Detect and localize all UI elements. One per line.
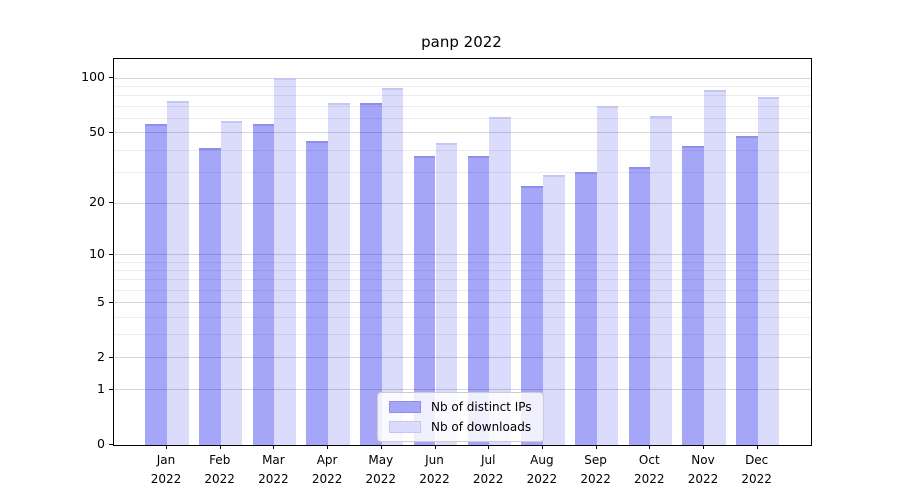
gridline-minor bbox=[114, 261, 811, 263]
y-tick-mark bbox=[109, 301, 113, 303]
chart-title: panp 2022 bbox=[421, 33, 502, 51]
bar-downloads-sep bbox=[596, 106, 619, 445]
legend-item-distinct-ips: Nb of distinct IPs bbox=[389, 400, 532, 414]
gridline-major bbox=[114, 132, 811, 134]
bar-distinct-ips-jun bbox=[413, 156, 436, 445]
x-tick-label-jan: Jan 2022 bbox=[150, 453, 182, 486]
legend-label-distinct-ips: Nb of distinct IPs bbox=[431, 400, 532, 414]
bar-distinct-ips-oct bbox=[628, 167, 651, 445]
bar-distinct-ips-dec bbox=[736, 135, 758, 445]
bar-distinct-ips-jan bbox=[145, 123, 167, 445]
x-tick-mark bbox=[219, 445, 221, 449]
gridline-major bbox=[114, 77, 811, 79]
bar-distinct-ips-may bbox=[360, 103, 382, 445]
y-tick-label-2: 2 bbox=[97, 348, 105, 364]
bar-downloads-aug bbox=[542, 174, 565, 445]
y-tick-label-10: 10 bbox=[89, 245, 105, 261]
bar-distinct-ips-sep bbox=[574, 172, 597, 445]
bar-distinct-ips-apr bbox=[306, 140, 329, 445]
x-tick-label-aug: Aug 2022 bbox=[526, 453, 558, 486]
x-tick-label-apr: Apr 2022 bbox=[311, 453, 343, 486]
plot-area: Nb of distinct IPs Nb of downloads bbox=[113, 58, 812, 446]
legend: Nb of distinct IPs Nb of downloads bbox=[377, 392, 544, 442]
bar-distinct-ips-aug bbox=[521, 186, 543, 445]
legend-item-downloads: Nb of downloads bbox=[389, 420, 532, 434]
y-tick-label-50: 50 bbox=[89, 123, 105, 139]
legend-swatch-downloads bbox=[389, 421, 421, 433]
bar-distinct-ips-jul bbox=[467, 156, 490, 445]
bar-distinct-ips-nov bbox=[682, 146, 704, 445]
gridline-minor bbox=[114, 149, 811, 151]
y-tick-label-0: 0 bbox=[97, 436, 105, 451]
x-tick-mark bbox=[756, 445, 758, 449]
y-tick-mark bbox=[109, 202, 113, 204]
bar-downloads-jun bbox=[435, 142, 458, 445]
bar-downloads-nov bbox=[704, 90, 726, 445]
bar-downloads-may bbox=[381, 87, 404, 445]
gridline-minor bbox=[114, 118, 811, 119]
legend-swatch-distinct-ips bbox=[389, 401, 421, 413]
bar-downloads-dec bbox=[757, 96, 780, 445]
bar-distinct-ips-mar bbox=[252, 123, 275, 445]
gridline-minor bbox=[114, 171, 811, 173]
x-tick-label-oct: Oct 2022 bbox=[634, 453, 665, 486]
gridline-minor bbox=[114, 279, 811, 281]
y-tick-label-20: 20 bbox=[89, 194, 105, 210]
x-tick-mark bbox=[380, 445, 382, 449]
x-tick-label-sep: Sep 2022 bbox=[580, 453, 611, 486]
gridline-major bbox=[114, 202, 811, 204]
gridline-minor bbox=[114, 95, 811, 97]
y-tick-mark bbox=[109, 77, 113, 79]
gridline-major bbox=[114, 389, 811, 391]
x-tick-mark bbox=[703, 445, 704, 449]
x-tick-label-jun: Jun 2022 bbox=[419, 453, 450, 486]
x-tick-mark bbox=[434, 445, 436, 449]
y-tick-mark bbox=[109, 444, 113, 445]
x-tick-label-feb: Feb 2022 bbox=[204, 453, 235, 486]
bar-downloads-apr bbox=[328, 103, 350, 445]
bar-downloads-jan bbox=[167, 101, 189, 445]
gridline-minor bbox=[114, 86, 811, 88]
x-tick-mark bbox=[166, 445, 167, 449]
y-tick-label-5: 5 bbox=[97, 293, 105, 309]
x-tick-mark bbox=[649, 445, 651, 449]
gridline-major bbox=[114, 254, 811, 256]
y-tick-mark bbox=[109, 388, 113, 390]
y-tick-mark bbox=[109, 356, 113, 358]
gridline-minor bbox=[114, 334, 811, 336]
gridline-minor bbox=[114, 269, 811, 271]
x-tick-label-nov: Nov 2022 bbox=[687, 453, 719, 486]
x-tick-mark bbox=[327, 445, 329, 449]
y-tick-mark bbox=[109, 131, 113, 133]
x-tick-label-mar: Mar 2022 bbox=[258, 453, 289, 486]
bar-downloads-mar bbox=[274, 78, 297, 445]
bar-downloads-oct bbox=[650, 115, 672, 445]
bar-downloads-feb bbox=[220, 121, 243, 445]
x-tick-label-dec: Dec 2022 bbox=[741, 453, 772, 486]
gridline-major bbox=[114, 302, 811, 304]
legend-label-downloads: Nb of downloads bbox=[431, 420, 532, 434]
gridline-major bbox=[114, 357, 811, 359]
y-tick-mark bbox=[109, 253, 113, 255]
y-tick-label-1: 1 bbox=[97, 380, 105, 396]
x-tick-label-may: May 2022 bbox=[365, 453, 397, 486]
x-tick-label-jul: Jul 2022 bbox=[472, 453, 504, 486]
x-tick-mark bbox=[541, 445, 543, 449]
gridline-minor bbox=[114, 316, 811, 318]
bar-downloads-jul bbox=[489, 117, 511, 445]
x-tick-mark bbox=[488, 445, 490, 449]
gridline-minor bbox=[114, 289, 811, 291]
gridline-minor bbox=[114, 105, 811, 107]
bar-distinct-ips-feb bbox=[199, 148, 221, 445]
x-tick-mark bbox=[595, 445, 597, 449]
y-tick-label-100: 100 bbox=[81, 69, 105, 85]
x-tick-mark bbox=[273, 445, 275, 449]
